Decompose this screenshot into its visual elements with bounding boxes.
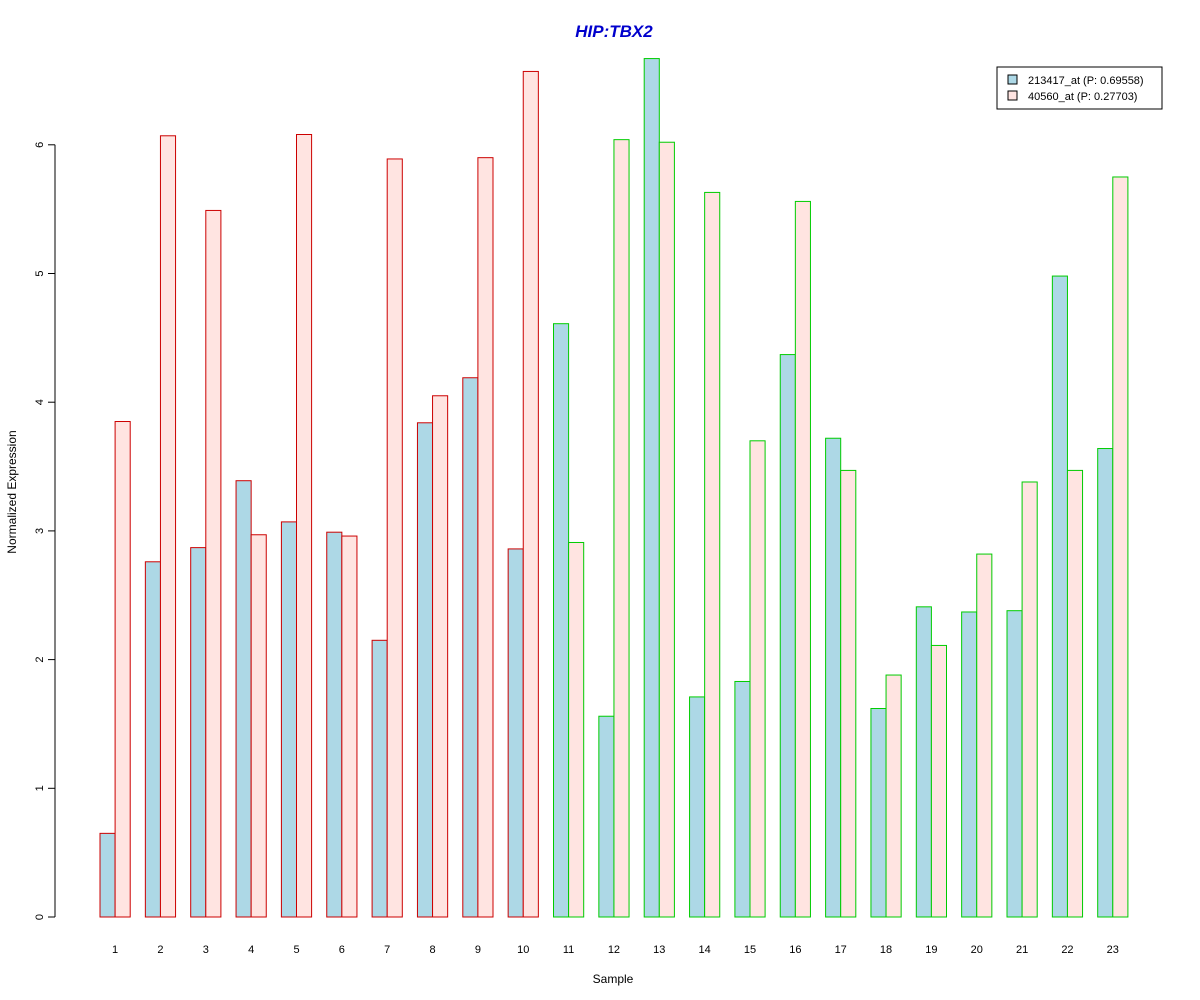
bar-sample-3-series-1 — [190, 547, 207, 918]
bar-sample-2-series-2 — [159, 135, 177, 918]
y-tick-label: 1 — [34, 785, 46, 791]
bar-sample-21-series-1 — [1006, 610, 1023, 918]
bar-sample-15-series-2 — [749, 440, 766, 918]
x-tick-label: 2 — [157, 944, 163, 956]
x-tick-label: 12 — [608, 944, 620, 956]
y-tick-label: 2 — [34, 657, 46, 663]
bar-sample-22-series-2 — [1066, 469, 1084, 918]
bar-sample-12-series-2 — [613, 139, 630, 918]
bar-sample-5-series-1 — [280, 521, 297, 918]
bar-sample-19-series-1 — [915, 606, 932, 918]
x-tick-label: 5 — [293, 944, 299, 956]
bar-sample-23-series-2 — [1112, 176, 1129, 918]
bar-sample-16-series-1 — [779, 354, 796, 918]
y-tick-label: 3 — [34, 528, 46, 534]
x-tick-label: 21 — [1016, 944, 1028, 956]
bar-sample-21-series-2 — [1021, 481, 1038, 918]
bar-sample-19-series-2 — [930, 644, 948, 918]
x-tick-label: 19 — [925, 944, 937, 956]
bar-sample-22-series-1 — [1051, 275, 1068, 918]
bar-sample-7-series-1 — [371, 639, 388, 918]
y-axis-label: Normalized Expression — [5, 430, 19, 553]
y-axis: 0 1 2 3 4 5 6 — [34, 142, 56, 920]
legend-swatch-213417-at — [1007, 74, 1018, 85]
bar-sample-6-series-1 — [326, 531, 343, 918]
bar-sample-7-series-2 — [386, 158, 403, 918]
x-tick-label: 9 — [475, 944, 481, 956]
x-tick-label: 17 — [835, 944, 847, 956]
bar-sample-17-series-1 — [825, 437, 842, 918]
x-tick-label: 13 — [653, 944, 665, 956]
x-axis: 1 2 3 4 5 6 7 8 9 10 11 12 13 14 15 16 17 18 19 20 21 22 23 — [112, 944, 1119, 956]
x-tick-label: 23 — [1107, 944, 1119, 956]
bar-sample-5-series-2 — [296, 134, 313, 918]
bar-sample-14-series-1 — [689, 696, 706, 918]
bar-sample-11-series-1 — [553, 323, 570, 918]
bar-sample-3-series-2 — [205, 209, 222, 918]
x-tick-label: 8 — [429, 944, 435, 956]
legend-swatch-40560-at — [1007, 90, 1018, 101]
bar-sample-17-series-2 — [840, 469, 857, 918]
bar-sample-23-series-1 — [1097, 448, 1114, 918]
bar-sample-14-series-2 — [704, 191, 721, 918]
bar-sample-1-series-1 — [99, 832, 116, 918]
x-tick-label: 16 — [789, 944, 801, 956]
legend-label-40560-at: 40560_at (P: 0.27703) — [1028, 91, 1137, 103]
bar-sample-18-series-1 — [870, 708, 887, 918]
bar-sample-4-series-2 — [250, 534, 267, 918]
x-tick-label: 11 — [563, 944, 574, 956]
x-tick-label: 18 — [880, 944, 892, 956]
x-tick-label: 10 — [517, 944, 529, 956]
bar-sample-20-series-2 — [976, 553, 993, 918]
x-tick-label: 22 — [1061, 944, 1073, 956]
bar-sample-4-series-1 — [235, 480, 252, 918]
bar-sample-16-series-2 — [794, 200, 811, 918]
bar-sample-8-series-1 — [416, 422, 434, 918]
bar-sample-2-series-1 — [144, 561, 161, 918]
chart-title: HIP:TBX2 — [575, 22, 653, 41]
legend-box — [996, 66, 1163, 110]
bar-sample-13-series-1 — [643, 58, 660, 918]
bar-sample-9-series-1 — [462, 377, 479, 918]
y-tick-label: 4 — [34, 399, 46, 405]
bar-sample-11-series-2 — [568, 541, 585, 918]
bar-sample-13-series-2 — [658, 141, 675, 918]
legend: 213417_at (P: 0.69558) 40560_at (P: 0.27… — [996, 66, 1163, 110]
x-tick-label: 1 — [112, 944, 118, 956]
bar-sample-10-series-2 — [522, 70, 539, 918]
bar-sample-1-series-2 — [114, 421, 131, 918]
bar-sample-20-series-1 — [961, 611, 978, 918]
bar-sample-6-series-2 — [341, 535, 358, 918]
x-tick-label: 3 — [203, 944, 209, 956]
y-tick-label: 0 — [34, 914, 46, 920]
x-axis-label: Sample — [593, 972, 634, 986]
bar-sample-15-series-1 — [734, 680, 751, 918]
x-tick-label: 6 — [339, 944, 345, 956]
y-tick-label: 5 — [34, 270, 46, 276]
legend-label-213417-at: 213417_at (P: 0.69558) — [1028, 75, 1144, 87]
x-tick-label: 15 — [744, 944, 756, 956]
bars-group — [99, 58, 1129, 918]
x-tick-label: 4 — [248, 944, 254, 956]
x-tick-label: 20 — [971, 944, 983, 956]
x-tick-label: 14 — [699, 944, 711, 956]
bar-sample-12-series-1 — [598, 715, 615, 918]
bar-sample-10-series-1 — [507, 548, 524, 918]
y-tick-label: 6 — [34, 142, 46, 148]
bar-sample-8-series-2 — [432, 395, 449, 918]
bar-sample-9-series-2 — [477, 157, 494, 918]
x-tick-label: 7 — [384, 944, 390, 956]
bar-sample-18-series-2 — [885, 674, 902, 918]
